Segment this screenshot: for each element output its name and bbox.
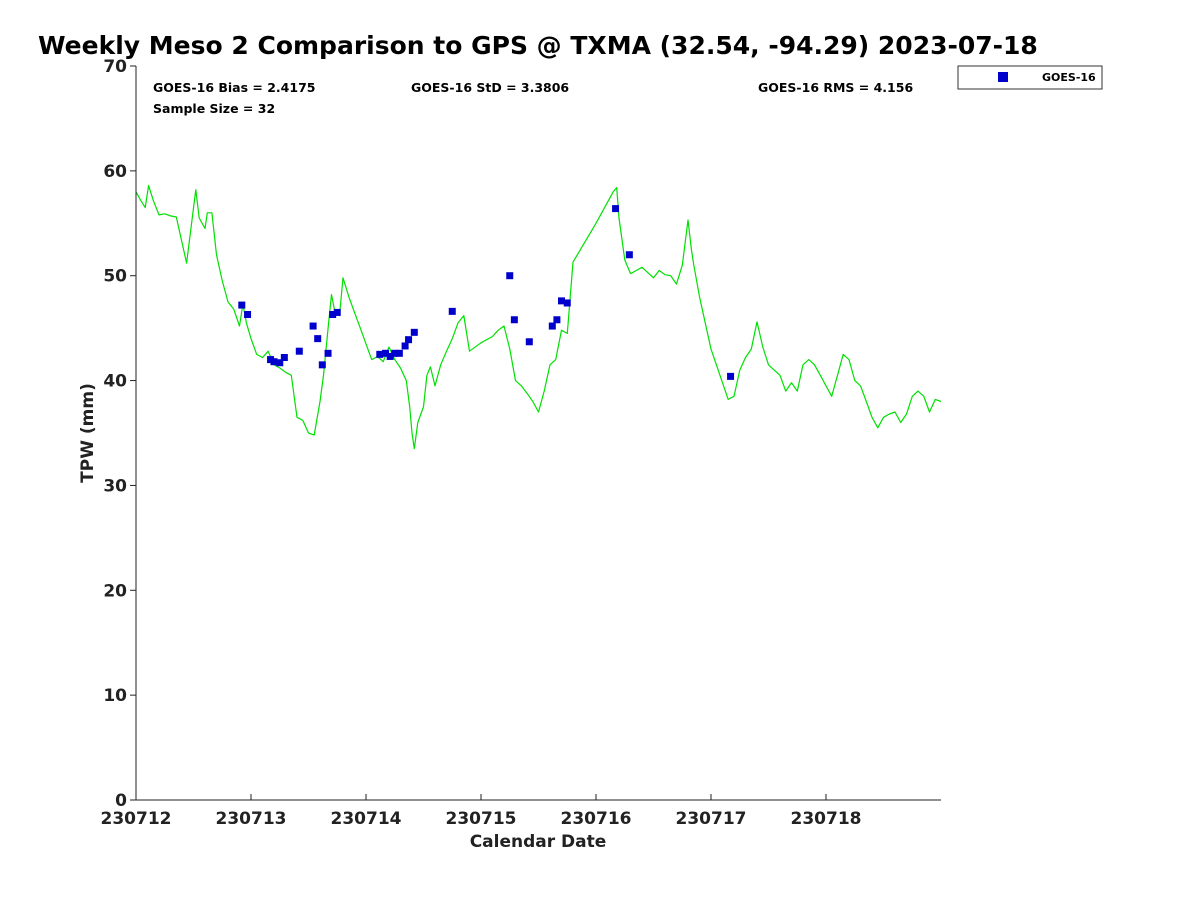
y-tick-label: 70 — [103, 57, 127, 77]
goes16-point — [727, 372, 735, 380]
y-tick-label: 30 — [103, 476, 127, 496]
goes16-point — [391, 349, 399, 357]
y-axis-ticks: 0 10 20 30 40 50 60 70 — [103, 57, 136, 811]
goes16-point — [510, 316, 518, 324]
y-tick-label: 0 — [115, 791, 127, 811]
goes16-point — [318, 361, 326, 369]
y-tick-label: 10 — [103, 686, 127, 706]
chart-title: Weekly Meso 2 Comparison to GPS @ TXMA (… — [38, 31, 1038, 60]
goes16-point — [448, 307, 456, 315]
x-tick-label: 230714 — [331, 809, 402, 829]
goes16-point — [612, 205, 620, 213]
y-axis-label: TPW (mm) — [78, 383, 98, 483]
goes16-point — [405, 336, 413, 344]
goes16-point — [548, 322, 556, 330]
rms-stat: GOES-16 RMS = 4.156 — [758, 80, 913, 95]
x-tick-label: 230715 — [446, 809, 517, 829]
goes16-point — [382, 349, 390, 357]
goes16-point — [324, 349, 332, 357]
legend: GOES-16 — [957, 65, 1103, 90]
goes16-points-layer — [238, 205, 735, 380]
goes16-point — [525, 338, 533, 346]
x-axis-ticks: 230712 230713 230714 230715 230716 230717 2307… — [101, 794, 862, 829]
goes16-point — [244, 311, 252, 319]
goes16-point — [401, 342, 409, 350]
x-tick-label: 230712 — [101, 809, 172, 829]
goes16-point — [563, 299, 571, 307]
std-stat: GOES-16 StD = 3.3806 — [411, 80, 569, 95]
legend-label-goes16: GOES-16 — [1042, 71, 1096, 84]
goes16-point — [376, 350, 384, 358]
statistics-annotations: GOES-16 Bias = 2.4175 GOES-16 StD = 3.38… — [153, 80, 913, 116]
plot-background — [136, 66, 941, 800]
y-tick-label: 40 — [103, 372, 127, 392]
goes16-point — [295, 347, 303, 355]
x-tick-label: 230716 — [561, 809, 632, 829]
goes16-point — [276, 359, 284, 367]
sample-size-stat: Sample Size = 32 — [153, 101, 275, 116]
goes16-point — [309, 322, 317, 330]
goes16-point — [280, 354, 288, 362]
x-axis-label: Calendar Date — [470, 832, 607, 852]
bias-stat: GOES-16 Bias = 2.4175 — [153, 80, 315, 95]
y-tick-label: 20 — [103, 581, 127, 601]
goes16-point — [395, 349, 403, 357]
goes16-point — [329, 311, 337, 319]
x-tick-label: 230717 — [676, 809, 747, 829]
goes16-point — [553, 316, 561, 324]
legend-marker-goes16 — [998, 72, 1008, 82]
goes16-point — [410, 328, 418, 336]
gps-tpw-line — [135, 184, 942, 450]
legend-box — [957, 65, 1103, 90]
goes16-point — [386, 352, 394, 360]
goes16-point — [558, 297, 565, 305]
goes16-point — [314, 335, 322, 343]
goes16-point — [625, 251, 633, 259]
x-tick-label: 230718 — [791, 809, 862, 829]
x-tick-label: 230713 — [216, 809, 287, 829]
gps-line-layer — [135, 184, 942, 450]
goes16-point — [270, 358, 278, 366]
plot-area — [135, 66, 942, 801]
goes16-point — [238, 301, 246, 309]
goes16-point — [506, 272, 514, 280]
y-tick-label: 60 — [103, 162, 127, 182]
y-tick-label: 50 — [103, 267, 127, 287]
goes16-point — [333, 308, 341, 316]
